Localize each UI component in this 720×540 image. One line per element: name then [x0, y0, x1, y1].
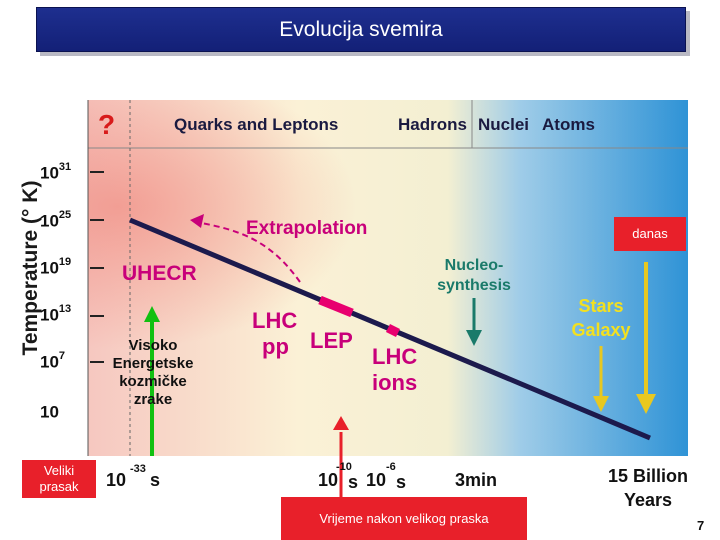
uhecr-label: UHECR: [122, 262, 197, 285]
lep-marker: [318, 295, 354, 318]
svg-text:-33: -33: [130, 463, 146, 475]
galaxy-label: Galaxy: [571, 320, 630, 340]
era-unknown: ?: [98, 109, 115, 140]
x-tick-3: 10 -6 s: [366, 461, 406, 492]
lhc-pp-label-2: pp: [262, 334, 289, 359]
lep-label: LEP: [310, 328, 353, 353]
nucleo-arrowhead: [466, 330, 482, 346]
era-nuclei: Nuclei: [478, 115, 529, 134]
lhc-pp-label-1: LHC: [252, 308, 297, 333]
vrijeme-box: Vrijeme nakon velikog praska: [281, 497, 527, 540]
y-tick-label: 1031: [40, 161, 72, 183]
green-arrowhead: [144, 306, 160, 322]
svg-text:s: s: [396, 472, 406, 492]
stars-label: Stars: [578, 296, 623, 316]
y-tick-label: 10: [40, 402, 59, 422]
x-tick-1: 10 -33 s: [106, 463, 160, 490]
slide-number: 7: [697, 518, 705, 533]
x-unit-years: Years: [624, 490, 672, 510]
svg-text:s: s: [348, 472, 358, 492]
lhc-ions-label-1: LHC: [372, 344, 417, 369]
era-quarks-leptons: Quarks and Leptons: [174, 115, 338, 134]
lhc-ions-marker: [385, 323, 401, 338]
y-tick-label: 1013: [40, 303, 72, 325]
svg-text:10: 10: [366, 470, 386, 490]
extrapolation-arrow: [195, 221, 301, 283]
extrapolation-label: Extrapolation: [246, 218, 367, 239]
x-tick-2: 10 -10 s: [318, 461, 358, 492]
y-tick-label: 107: [40, 350, 66, 372]
stars-arrowhead: [593, 396, 609, 412]
svg-text:-10: -10: [336, 461, 352, 473]
uhecr-description: Visoko Energetske kozmičke zrake: [112, 337, 194, 408]
era-atoms: Atoms: [542, 115, 595, 134]
x-tick-4: 3min: [455, 470, 497, 490]
slide-title: Evolucija svemira: [36, 7, 686, 52]
nucleo-label-1: Nucleo-: [445, 257, 504, 274]
x-tick-5: 15 Billion: [608, 466, 688, 486]
y-tick-label: 1019: [40, 256, 72, 278]
danas-box: danas: [614, 217, 686, 251]
red-arrowhead: [333, 416, 349, 430]
y-tick-label: 1025: [40, 209, 72, 231]
era-hadrons: Hadrons: [398, 115, 467, 134]
plot-glow: [88, 100, 688, 456]
veliki-prasak-box: Veliki prasak: [22, 460, 96, 498]
lhc-ions-label-2: ions: [372, 370, 417, 395]
svg-text:s: s: [150, 470, 160, 490]
svg-text:-6: -6: [386, 461, 396, 473]
svg-text:10: 10: [318, 470, 338, 490]
svg-text:10: 10: [106, 470, 126, 490]
nucleo-label-2: synthesis: [437, 277, 511, 294]
danas-arrowhead: [636, 394, 656, 414]
extrapolation-arrowhead: [190, 214, 204, 228]
